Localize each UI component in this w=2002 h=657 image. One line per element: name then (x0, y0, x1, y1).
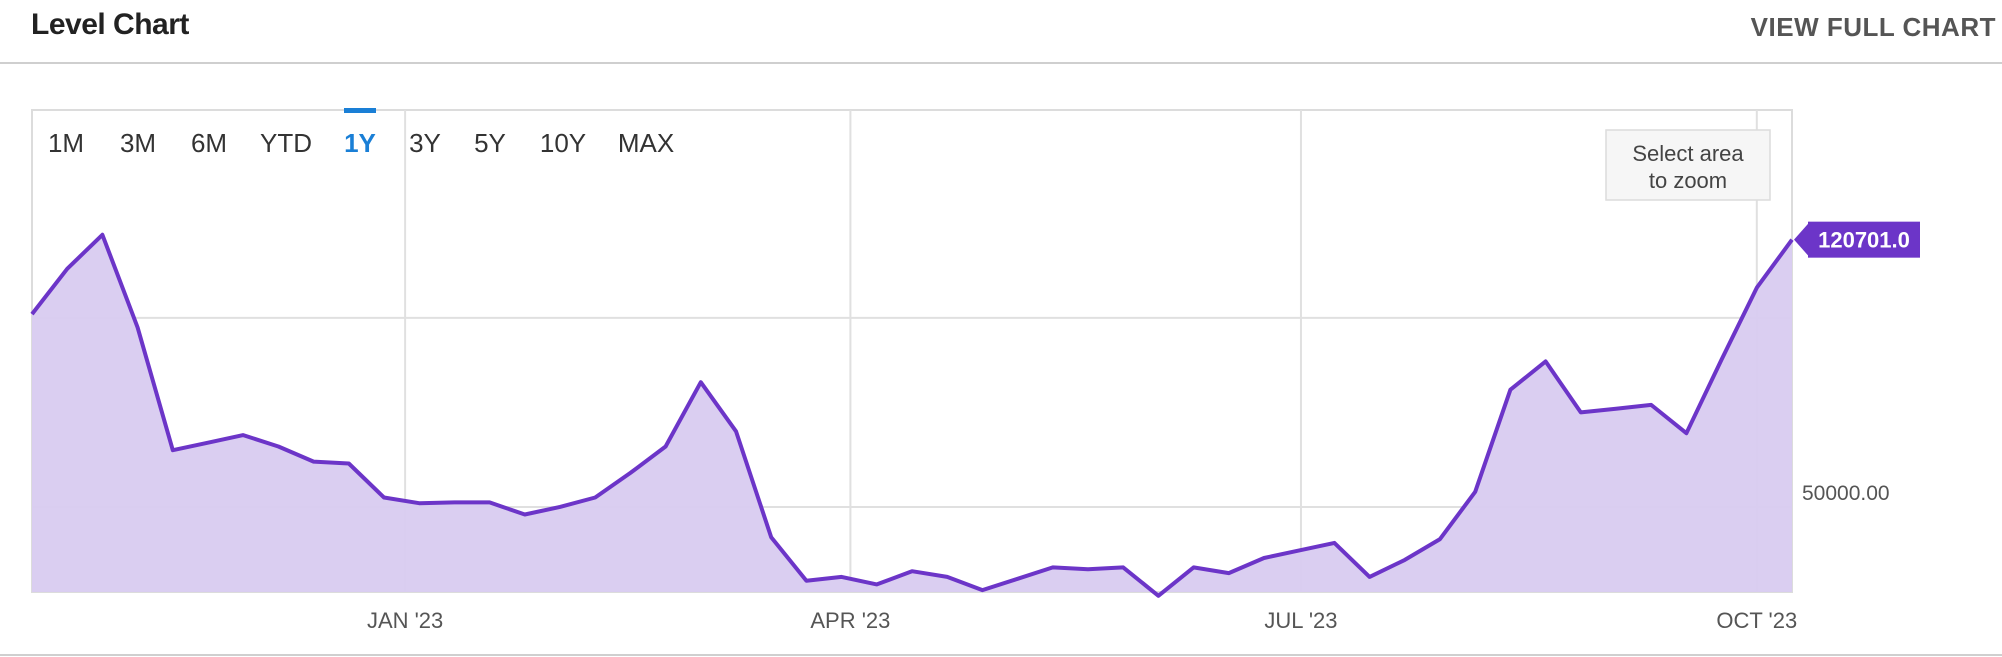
last-value-label: 120701.0 (1818, 228, 1910, 253)
data-area (30, 232, 1794, 598)
range-button-label: 3M (120, 128, 156, 158)
range-button-max[interactable]: MAX (618, 128, 674, 158)
range-button-5y[interactable]: 5Y (474, 128, 506, 158)
range-button-label: 5Y (474, 128, 506, 158)
range-button-label: MAX (618, 128, 674, 158)
chart-header: Level Chart VIEW FULL CHART (0, 0, 2002, 64)
range-button-label: 10Y (540, 128, 586, 158)
last-value-marker: 120701.0 (1794, 221, 1920, 258)
range-button-6m[interactable]: 6M (191, 128, 227, 158)
range-button-label: 1M (48, 128, 84, 158)
range-button-label: YTD (260, 128, 312, 158)
axis-ticks: JAN '23 APR '23 JUL '23 OCT '23 50000.00 (367, 482, 1890, 633)
range-button-label: 1Y (344, 128, 376, 158)
range-button-3m[interactable]: 3M (120, 128, 156, 158)
zoom-hint-line-2: to zoom (1649, 168, 1727, 193)
range-button-1y[interactable]: 1Y (344, 108, 376, 158)
range-selector: 1M 3M 6M YTD 1Y 3Y 5Y 10Y MAX (48, 108, 674, 158)
range-button-1m[interactable]: 1M (48, 128, 84, 158)
active-range-indicator (344, 108, 376, 113)
x-tick-label: JAN '23 (367, 608, 443, 633)
range-button-ytd[interactable]: YTD (260, 128, 312, 158)
x-tick-label: APR '23 (810, 608, 890, 633)
zoom-hint-box: Select area to zoom (1605, 129, 1771, 201)
range-button-label: 6M (191, 128, 227, 158)
zoom-hint-line-1: Select area (1632, 141, 1744, 166)
last-value-badge (1808, 221, 1920, 258)
view-full-chart-link[interactable]: VIEW FULL CHART (1750, 12, 1996, 42)
badge-pointer (1794, 221, 1810, 258)
x-tick-label: OCT '23 (1716, 608, 1797, 633)
range-button-3y[interactable]: 3Y (409, 128, 441, 158)
range-button-10y[interactable]: 10Y (540, 128, 586, 158)
area-fill (32, 234, 1792, 596)
range-button-label: 3Y (409, 128, 441, 158)
series-line (30, 232, 1794, 598)
x-tick-label: JUL '23 (1264, 608, 1337, 633)
y-tick-label: 50000.00 (1802, 482, 1890, 505)
chart-title: Level Chart (31, 8, 189, 41)
bottom-divider (0, 654, 2002, 656)
